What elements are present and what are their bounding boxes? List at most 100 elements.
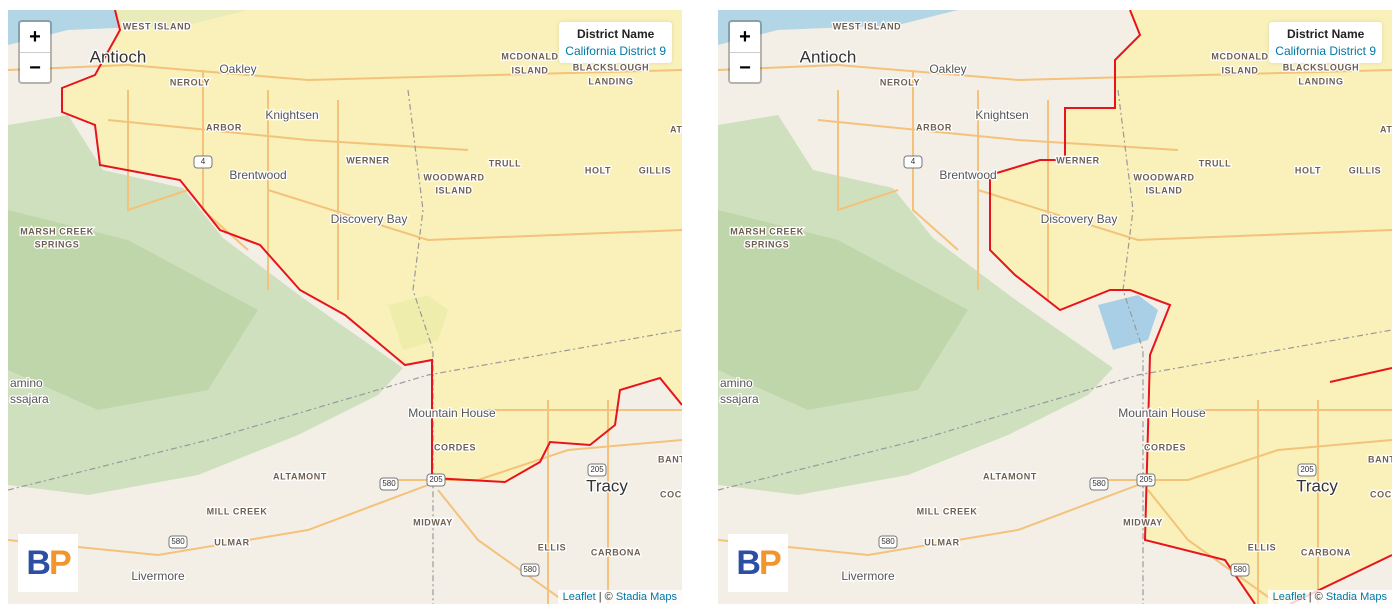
- shield-label: 580: [382, 479, 396, 488]
- district-area: [62, 10, 682, 482]
- place-label: Knightsen: [975, 108, 1028, 122]
- logo: BP: [18, 534, 78, 592]
- place-label: BLACKSLOUGH: [1283, 62, 1360, 72]
- logo-b: B: [26, 544, 51, 582]
- leaflet-link[interactable]: Leaflet: [1272, 591, 1306, 603]
- water: [718, 10, 958, 45]
- road: [437, 489, 569, 604]
- zoom-control: + −: [728, 20, 762, 84]
- place-label: WEST ISLAND: [833, 21, 902, 31]
- place-label: ISLAND: [1221, 65, 1258, 75]
- place-label: BANTA: [658, 454, 682, 464]
- attribution-separator: | ©: [1308, 591, 1323, 603]
- highway-shield: [168, 535, 188, 549]
- place-label: HOLT: [1295, 165, 1321, 175]
- provider-link[interactable]: Stadia Maps: [615, 591, 677, 603]
- road: [912, 70, 959, 251]
- place-label: ARBOR: [206, 122, 242, 132]
- place-label: ELLIS: [1248, 542, 1277, 552]
- place-label: Mountain House: [1118, 406, 1206, 420]
- place-label: WERNER: [346, 155, 390, 165]
- place-label: WERNER: [1056, 155, 1100, 165]
- shield-label: 580: [1233, 565, 1247, 574]
- place-label: MIDWAY: [413, 517, 453, 527]
- place-label: ARBOR: [916, 122, 952, 132]
- road: [718, 63, 1392, 82]
- district-border: [61, 10, 682, 484]
- zoom-in-button[interactable]: +: [20, 22, 50, 53]
- attribution-separator: | ©: [598, 591, 613, 603]
- place-label: ISLAND: [435, 185, 472, 195]
- attribution: Leaflet | © Stadia Maps: [557, 590, 682, 604]
- legend-title: District Name: [1286, 27, 1365, 41]
- place-label: Brentwood: [229, 168, 286, 182]
- legend-value: California District 9: [565, 44, 666, 58]
- place-label: Discovery Bay: [331, 212, 408, 226]
- place-label: Livermore: [841, 569, 895, 583]
- logo-p: P: [48, 544, 72, 582]
- highway-shield: [878, 535, 898, 549]
- place-label: ULMAR: [214, 537, 250, 547]
- hills: [718, 210, 968, 410]
- zoom-out-button[interactable]: −: [29, 57, 41, 79]
- shield-label: 4: [201, 157, 206, 166]
- highway-shield: [903, 155, 923, 169]
- place-label: ssajara: [720, 392, 759, 406]
- shield-label: 205: [590, 465, 604, 474]
- place-label: Livermore: [131, 569, 185, 583]
- place-label: BLACKSLOUGH: [573, 62, 650, 72]
- place-label: ELLIS: [538, 542, 567, 552]
- highway-shield: [520, 563, 540, 577]
- district-area: [990, 10, 1392, 604]
- shield-label: 580: [523, 565, 537, 574]
- logo: BP: [728, 534, 788, 592]
- place-label: CARBONA: [1301, 547, 1351, 557]
- hills: [8, 210, 258, 410]
- place-label: MCDONALD: [1211, 51, 1268, 61]
- highway-shield: [379, 477, 399, 491]
- county-line: [718, 329, 1392, 491]
- place-label: ISLAND: [511, 65, 548, 75]
- shield-label: 205: [429, 475, 443, 484]
- place-label: ISLAND: [1145, 185, 1182, 195]
- legend-box: District Name California District 9: [1269, 22, 1382, 63]
- place-label: LANDING: [588, 76, 633, 86]
- road: [127, 90, 189, 212]
- highway-shield: [426, 473, 446, 487]
- district-border: [989, 10, 1256, 604]
- shield-label: 580: [171, 537, 185, 546]
- place-label: GILLIS: [1349, 165, 1382, 175]
- shield-label: 4: [911, 157, 916, 166]
- provider-link[interactable]: Stadia Maps: [1325, 591, 1387, 603]
- shield-label: 205: [1139, 475, 1153, 484]
- road: [718, 484, 1139, 557]
- place-label: WOODWARD: [1133, 172, 1194, 182]
- zoom-in-button[interactable]: +: [730, 22, 760, 53]
- zoom-out-button[interactable]: −: [739, 57, 751, 79]
- place-label: HOLT: [585, 165, 611, 175]
- place-label: BANTA: [1368, 454, 1392, 464]
- place-label: MILL CREEK: [207, 506, 268, 516]
- place-label: Mountain House: [408, 406, 496, 420]
- place-label: CORDES: [434, 442, 476, 452]
- shield-label: 580: [881, 537, 895, 546]
- place-label: ULMAR: [924, 537, 960, 547]
- place-label: MARSH CREEK: [20, 226, 94, 236]
- place-label: TRULL: [1199, 158, 1232, 168]
- zoom-control: + −: [18, 20, 52, 84]
- shield-label: 205: [1300, 465, 1314, 474]
- road: [837, 90, 899, 212]
- place-label: COCH: [1370, 489, 1392, 499]
- logo-p: P: [758, 544, 782, 582]
- place-label: SPRINGS: [35, 239, 80, 249]
- highway-shield: [587, 463, 607, 477]
- place-label: Discovery Bay: [1041, 212, 1118, 226]
- place-label: NEROLY: [880, 77, 920, 87]
- road: [977, 189, 1392, 242]
- shield-label: 580: [1092, 479, 1106, 488]
- district-border: [1329, 367, 1392, 383]
- place-label: MCDONALD: [501, 51, 558, 61]
- leaflet-link[interactable]: Leaflet: [562, 591, 596, 603]
- map-panel: 4 580 205 580 580 205 WEST ISLAND Antioch Oakley…: [8, 10, 682, 604]
- road: [1147, 489, 1279, 604]
